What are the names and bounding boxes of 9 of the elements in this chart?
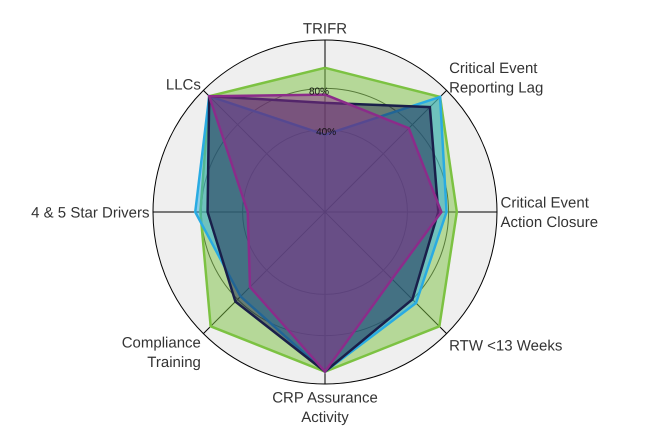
spoke-label: RTW <13 Weeks: [449, 337, 562, 354]
y-tick-label: 40%: [316, 126, 336, 138]
spoke-label: LLCs: [166, 76, 201, 94]
spoke-label: CRP Assurance Activity: [272, 390, 378, 426]
spoke-label: Compliance Training: [122, 334, 201, 372]
spoke-label: TRIFR: [302, 20, 348, 38]
spoke-label: 4 & 5 Star Drivers: [31, 204, 150, 222]
spoke-label: Critical Event Action Closure: [500, 194, 598, 231]
spoke-label: Critical Event Reporting Lag: [449, 60, 544, 96]
